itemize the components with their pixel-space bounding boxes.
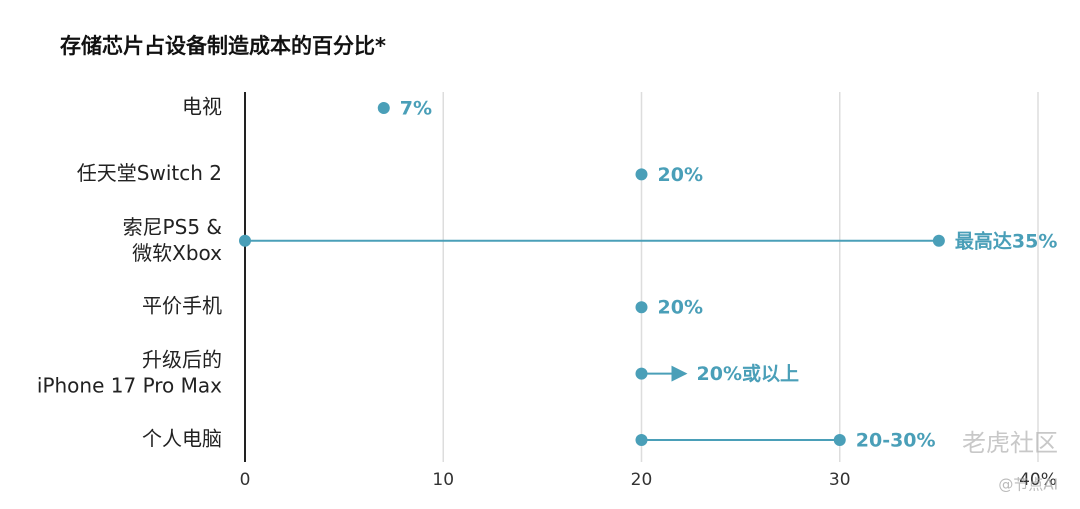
y-tick-label: 升级后的 iPhone 17 Pro Max [37,347,222,397]
dot [833,434,846,446]
value-label: 20%或以上 [697,362,799,385]
y-tick-label: 任天堂Switch 2 [77,161,222,185]
y-tick-label: 平价手机 [142,294,222,318]
value-label: 7% [400,98,432,120]
chart-title: 存储芯片占设备制造成本的百分比* [60,34,386,58]
credit: @节点AI [998,476,1058,494]
y-tick-label: 个人电脑 [142,427,222,451]
range-start-dot [635,434,648,446]
value-label: 20% [658,164,703,186]
dot [635,168,648,181]
y-tick-label: 索尼PS5 &微软Xbox [123,214,223,264]
dot [635,301,648,314]
value-label: 20-30% [856,430,936,452]
x-tick-label: 20 [631,470,653,490]
x-tick-label: 0 [240,470,251,490]
value-label: 最高达35% [955,229,1057,252]
x-tick-label: 10 [432,470,454,490]
range-start-dot [239,234,251,247]
value-label: 20% [658,297,703,319]
dot [377,102,390,114]
x-tick-label: 40% [1019,470,1057,490]
watermark: 老虎社区 [962,429,1058,457]
x-tick-label: 30 [829,470,851,490]
y-tick-label: 电视 [182,95,222,119]
dot [932,234,945,247]
